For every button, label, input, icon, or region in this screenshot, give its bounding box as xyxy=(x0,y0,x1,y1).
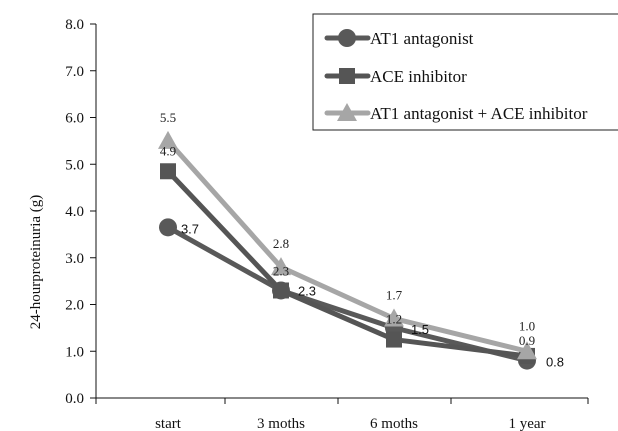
data-point xyxy=(158,130,178,149)
x-tick-label: 6 moths xyxy=(370,416,418,431)
data-label: 1.0 xyxy=(519,318,535,333)
data-label: 1.7 xyxy=(386,288,403,303)
axes-layer: 24-hourproteinuria (g) 0.0 1.0 2.0 3.0 4.0 5.… xyxy=(28,17,589,431)
legend-label: AT1 antagonist + ACE inhibitor xyxy=(370,104,588,123)
legend-box xyxy=(312,13,618,131)
series-line xyxy=(165,168,530,359)
legend-item: ACE inhibitor xyxy=(324,67,467,86)
y-tick-label: 1.0 xyxy=(65,344,84,360)
legend-label: ACE inhibitor xyxy=(370,67,467,86)
data-label: 2.3 xyxy=(273,263,289,278)
series-line xyxy=(165,138,530,354)
y-ticks: 0.0 1.0 2.0 3.0 4.0 5.0 6.0 7.0 8.0 xyxy=(65,17,96,407)
legend-item: AT1 antagonist + ACE inhibitor xyxy=(324,103,588,123)
y-tick-label: 8.0 xyxy=(65,17,84,33)
y-tick-label: 6.0 xyxy=(65,111,84,127)
data-label: 0.9 xyxy=(519,333,535,348)
y-tick-label: 2.0 xyxy=(65,298,84,314)
data-point xyxy=(159,218,177,237)
x-ticks: start 3 moths 6 moths 1 year xyxy=(95,398,589,431)
data-point xyxy=(271,257,291,276)
y-tick-label: 7.0 xyxy=(65,64,84,80)
x-tick-label: 1 year xyxy=(508,416,545,431)
legend-item: AT1 antagonist xyxy=(324,29,474,48)
y-tick-label: 5.0 xyxy=(65,157,84,173)
data-label: 1.5 xyxy=(411,322,429,337)
data-label: 5.5 xyxy=(160,110,176,125)
y-axis-title: 24-hourproteinuria (g) xyxy=(28,195,44,330)
x-tick-label: start xyxy=(155,416,182,431)
series-3 xyxy=(158,130,537,360)
data-label: 1.2 xyxy=(386,312,402,327)
legend-swatch-marker xyxy=(338,29,356,47)
data-label: 3.7 xyxy=(181,221,199,236)
y-tick-label: 3.0 xyxy=(65,251,84,267)
data-label: 2.3 xyxy=(298,283,316,298)
y-tick-label: 0.0 xyxy=(65,391,84,407)
legend-items: AT1 antagonist ACE inhibitor AT1 antagonis… xyxy=(324,29,588,123)
data-point xyxy=(273,282,289,299)
x-tick-label: 3 moths xyxy=(257,416,305,431)
data-point xyxy=(517,341,537,360)
data-point xyxy=(384,308,404,327)
legend-swatch-marker xyxy=(337,103,357,121)
data-label: 0.8 xyxy=(546,355,564,370)
legend-swatch-marker xyxy=(339,68,355,84)
data-label: 4.9 xyxy=(160,143,176,158)
legend: AT1 antagonist ACE inhibitor AT1 antagonis… xyxy=(312,13,618,131)
data-label: 2.8 xyxy=(273,236,289,251)
y-tick-label: 4.0 xyxy=(65,204,84,220)
series-line xyxy=(165,224,530,364)
data-point xyxy=(386,331,402,348)
data-labels-layer: 3.7 2.3 1.5 0.8 4.9 2.3 1.2 0.9 5.5 2.8 1.7 1.0 xyxy=(160,110,564,370)
data-point xyxy=(160,163,176,180)
series-layer xyxy=(158,130,537,370)
series-1 xyxy=(159,218,536,370)
legend-label: AT1 antagonist xyxy=(370,29,474,48)
